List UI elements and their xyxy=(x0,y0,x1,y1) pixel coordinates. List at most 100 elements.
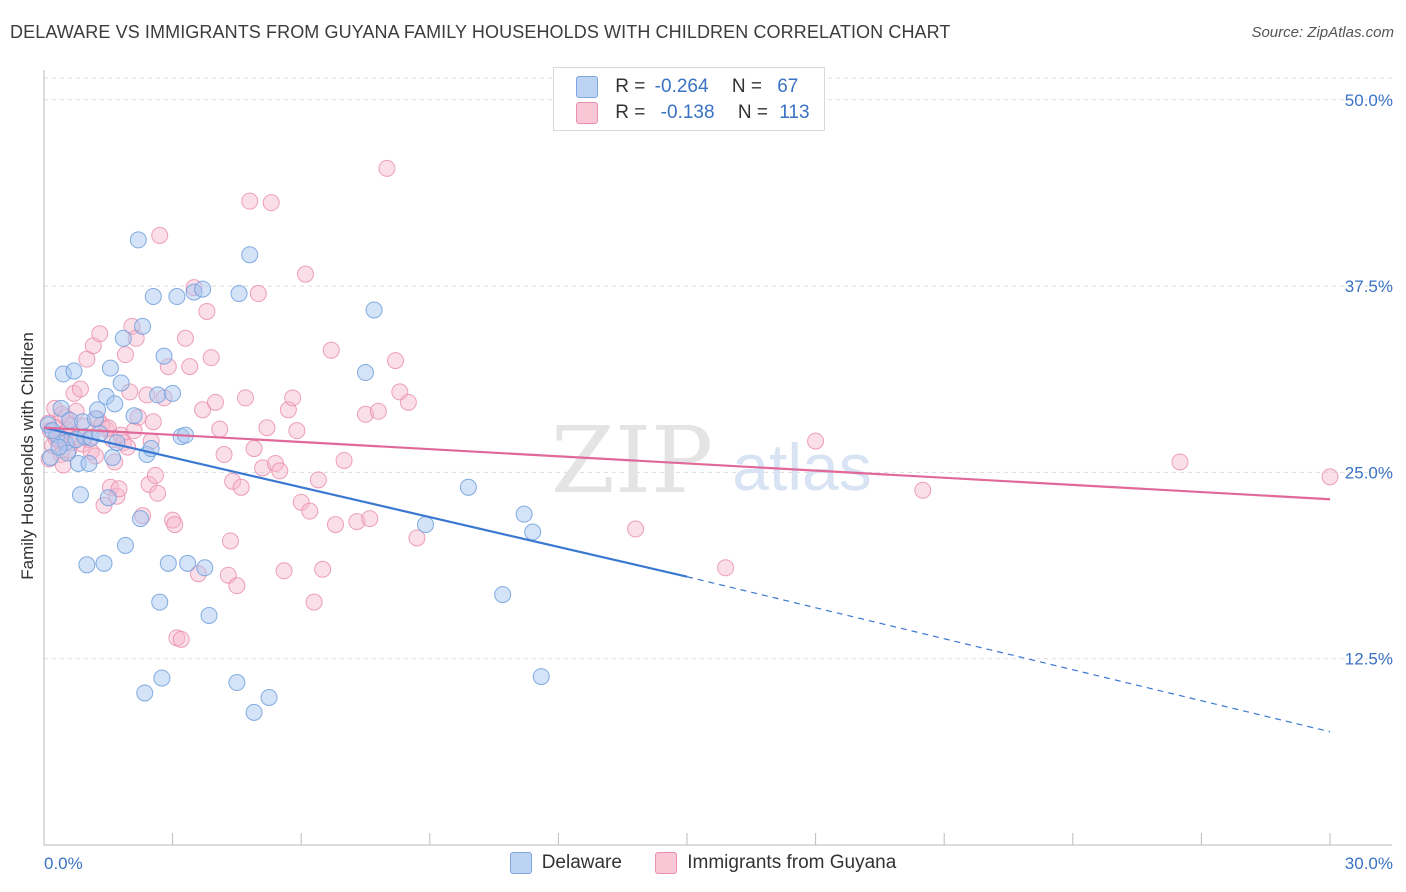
guyana-point xyxy=(914,481,932,499)
guyana-point xyxy=(408,529,426,547)
guyana-point xyxy=(151,226,169,244)
delaware-point xyxy=(89,401,107,419)
guyana-point xyxy=(258,419,276,437)
x-tick-label: 30.0% xyxy=(1345,854,1393,873)
delaware-point xyxy=(80,454,98,472)
guyana-point xyxy=(172,630,190,648)
delaware-point xyxy=(71,486,89,504)
trend-lines xyxy=(43,426,1331,733)
delaware-point xyxy=(357,364,374,382)
chart-title: DELAWARE VS IMMIGRANTS FROM GUYANA FAMIL… xyxy=(10,22,951,42)
guyana-point xyxy=(717,559,735,577)
guyana-point xyxy=(305,593,323,611)
guyana-point xyxy=(335,451,353,469)
legend-r-label: R = xyxy=(615,76,646,97)
guyana-point xyxy=(166,516,184,534)
guyana-point xyxy=(1171,453,1189,471)
delaware-point xyxy=(159,554,177,572)
delaware-point xyxy=(106,395,124,413)
guyana-point xyxy=(194,401,212,419)
guyana-point xyxy=(301,502,319,520)
delaware-point xyxy=(230,285,248,303)
delaware-point xyxy=(136,684,154,702)
guyana-point xyxy=(322,341,340,359)
delaware-trend-line xyxy=(43,426,688,578)
delaware-point xyxy=(494,586,512,604)
delaware-point xyxy=(125,407,143,425)
guyana-point xyxy=(241,192,259,210)
y-tick-label: 37.5% xyxy=(1345,277,1393,296)
delaware-point xyxy=(112,374,130,392)
legend-row-delaware: R = -0.264 N = 67 xyxy=(576,75,798,99)
guyana-point xyxy=(387,352,405,370)
delaware-point xyxy=(168,288,186,306)
guyana-point xyxy=(144,413,162,431)
legend-r-value: -0.138 xyxy=(660,102,715,123)
guyana-point xyxy=(146,466,164,484)
delaware-point xyxy=(532,668,550,686)
legend-swatch-blue xyxy=(576,75,598,98)
delaware-point xyxy=(196,559,214,577)
series-immigrants-from-guyana-points xyxy=(39,159,1339,648)
guyana-point xyxy=(378,159,396,177)
delaware-point xyxy=(99,489,117,507)
axis-layer xyxy=(43,70,1392,846)
guyana-point xyxy=(807,432,825,450)
y-tick-label: 12.5% xyxy=(1345,650,1393,669)
guyana-point xyxy=(357,405,374,423)
delaware-point xyxy=(417,516,435,534)
legend-n-label: N = xyxy=(737,102,768,123)
guyana-point xyxy=(215,446,233,464)
delaware-point xyxy=(144,288,162,306)
bottom-legend-swatch-blue xyxy=(509,852,532,874)
legend-swatch-pink xyxy=(576,101,598,124)
guyana-point xyxy=(232,478,250,496)
guyana-point xyxy=(399,393,417,411)
bottom-legend-label: Delaware xyxy=(541,852,622,874)
delaware-point xyxy=(515,505,533,523)
guyana-point xyxy=(296,265,314,283)
legend-r-value: -0.264 xyxy=(654,76,709,97)
guyana-point xyxy=(202,349,220,367)
guyana-point xyxy=(181,358,199,376)
legend-n-label: N = xyxy=(731,76,762,97)
delaware-point xyxy=(151,593,169,611)
bottom-legend-guyana[interactable]: Immigrants from Guyana xyxy=(655,852,896,874)
delaware-point xyxy=(365,301,383,319)
delaware-point xyxy=(459,478,477,496)
bottom-legend-delaware[interactable]: Delaware xyxy=(509,852,622,874)
guyana-point xyxy=(309,471,327,489)
delaware-point xyxy=(114,329,132,347)
delaware-point xyxy=(134,317,152,335)
delaware-point xyxy=(129,231,147,249)
guyana-point xyxy=(116,346,134,364)
delaware-point xyxy=(164,384,182,402)
guyana-point xyxy=(1321,468,1339,486)
guyana-trend-line xyxy=(43,426,1331,501)
guyana-point xyxy=(254,459,272,477)
delaware-point xyxy=(65,362,83,380)
delaware-point xyxy=(241,246,259,264)
guyana-point xyxy=(71,380,89,398)
delaware-trend-extension xyxy=(686,576,1331,733)
delaware-point xyxy=(524,523,542,541)
delaware-point xyxy=(95,554,113,572)
delaware-point xyxy=(50,438,68,456)
legend-row-guyana: R = -0.138 N = 113 xyxy=(576,101,810,125)
delaware-point xyxy=(78,556,96,574)
guyana-point xyxy=(627,520,645,538)
delaware-point xyxy=(101,359,119,377)
delaware-point xyxy=(179,554,197,572)
guyana-point xyxy=(361,510,379,528)
guyana-point xyxy=(245,440,263,458)
delaware-point xyxy=(104,449,122,466)
delaware-point xyxy=(200,606,218,624)
legend-n-value: 67 xyxy=(777,76,799,97)
delaware-point xyxy=(260,688,278,706)
guyana-point xyxy=(284,389,302,407)
guyana-point xyxy=(288,422,306,440)
guyana-point xyxy=(348,513,366,531)
delaware-point xyxy=(131,510,149,528)
delaware-point xyxy=(228,674,246,692)
